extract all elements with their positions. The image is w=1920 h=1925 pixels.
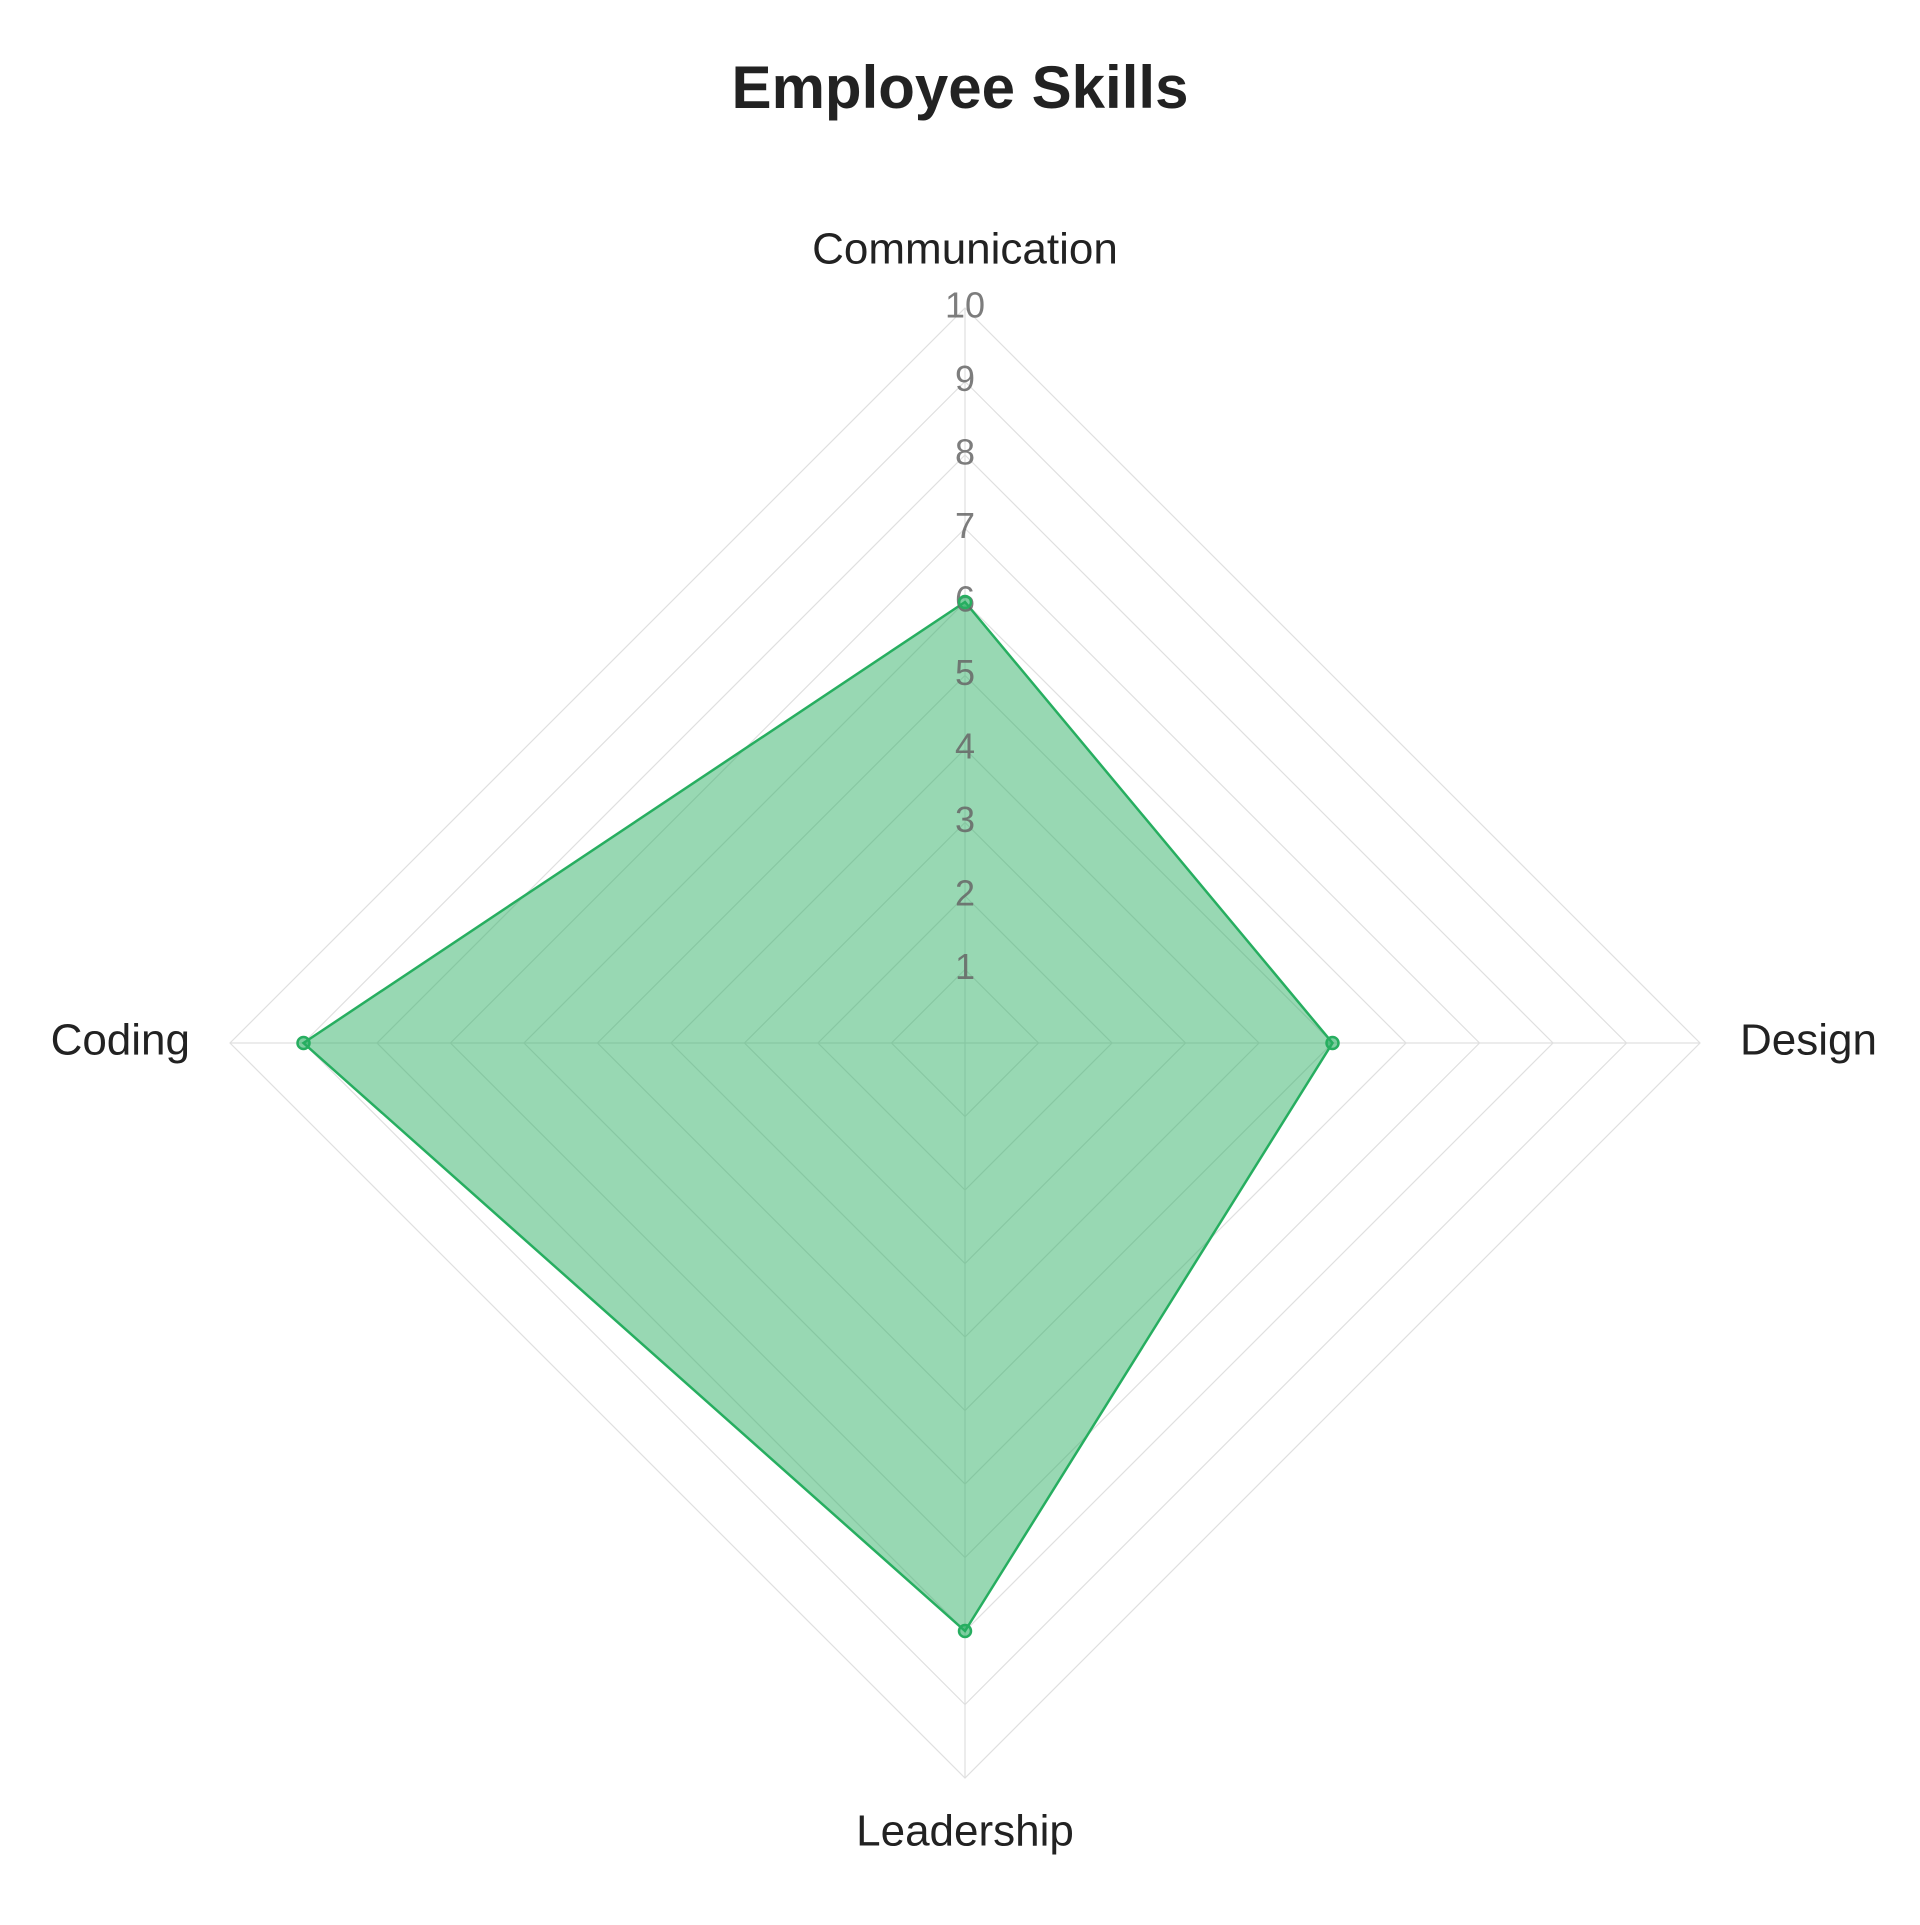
grid-line [596, 674, 1334, 1412]
grid-line [817, 895, 1113, 1191]
data-area [301, 600, 1335, 1633]
grid-line [743, 821, 1187, 1265]
radial-tick-label: 1 [955, 946, 975, 987]
radial-tick-label: 5 [955, 652, 975, 693]
grid-line [890, 968, 1040, 1118]
radial-tick-label: 3 [955, 799, 975, 840]
radial-tick-label: 4 [955, 726, 975, 767]
category-label: Design [1740, 1016, 1877, 1065]
radial-tick-label: 8 [955, 432, 975, 473]
data-point [957, 594, 973, 610]
category-label: Communication [812, 225, 1118, 274]
radial-tick-label: 7 [955, 505, 975, 546]
category-label: Coding [51, 1016, 190, 1065]
data-point [296, 1035, 311, 1051]
grid-line [523, 601, 1407, 1485]
data-point [1325, 1035, 1340, 1051]
grid-line [229, 307, 1701, 1779]
grid-line [449, 527, 1481, 1559]
grid-line [670, 748, 1260, 1338]
radial-tick-label: 9 [955, 358, 975, 399]
chart-title: Employee Skills [732, 54, 1189, 121]
radial-tick-label: 2 [955, 873, 975, 914]
grid-line [302, 380, 1628, 1706]
category-label: Leadership [856, 1807, 1074, 1856]
radial-tick-label: 10 [945, 285, 985, 326]
data-point [957, 1623, 973, 1639]
